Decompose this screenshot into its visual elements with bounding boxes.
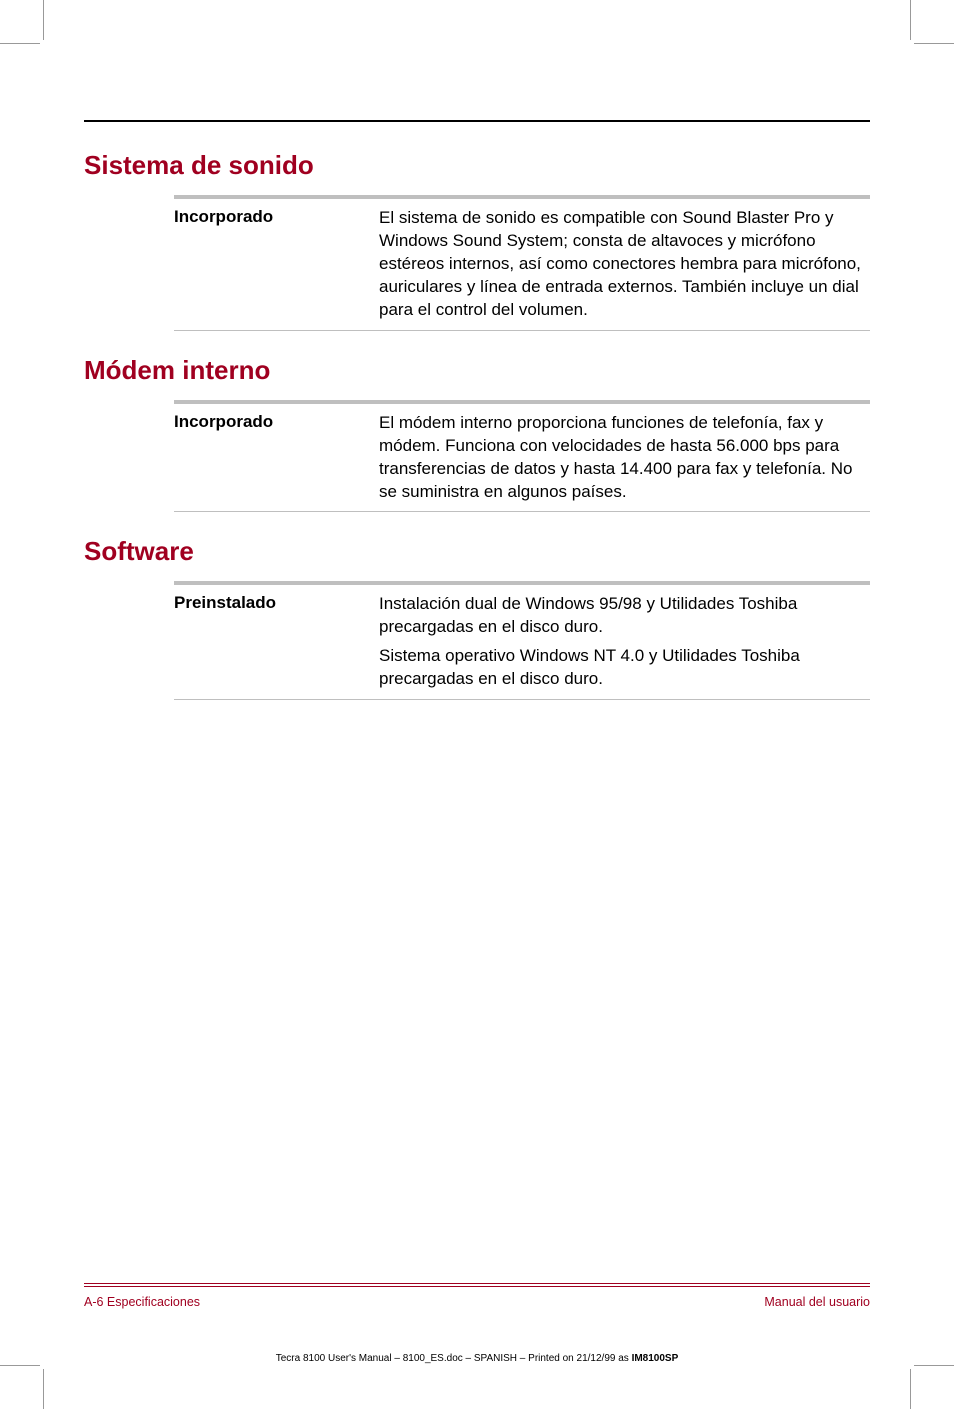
spec-row: Incorporado El módem interno proporciona… [174,404,870,512]
spec-body: El módem interno proporciona funciones d… [379,412,870,504]
spec-row: Preinstalado Instalación dual de Windows… [174,585,870,699]
footer-right: Manual del usuario [764,1295,870,1309]
spec-paragraph: Sistema operativo Windows NT 4.0 y Utili… [379,645,870,691]
crop-mark [914,1365,954,1366]
print-line-code: IM8100SP [632,1353,679,1364]
table-rule [174,511,870,512]
spec-table: Incorporado El módem interno proporciona… [174,400,870,513]
spec-body: El sistema de sonido es compatible con S… [379,207,870,322]
crop-mark [43,1369,44,1409]
spec-label: Preinstalado [174,593,379,691]
table-rule [174,699,870,700]
footer: A-6 Especificaciones Manual del usuario [84,1295,870,1309]
section-heading-software: Software [84,536,870,567]
spec-row: Incorporado El sistema de sonido es comp… [174,199,870,330]
table-rule [174,330,870,331]
crop-mark [0,43,40,44]
footer-rule [84,1283,870,1284]
crop-mark [0,1365,40,1366]
crop-mark [910,1369,911,1409]
page-content: Sistema de sonido Incorporado El sistema… [84,120,870,1349]
crop-mark [43,0,44,40]
footer-rule [84,1286,870,1287]
spec-table: Preinstalado Instalación dual de Windows… [174,581,870,700]
spec-paragraph: El módem interno proporciona funciones d… [379,412,870,504]
spec-label: Incorporado [174,412,379,504]
spec-label: Incorporado [174,207,379,322]
print-line-text: Tecra 8100 User's Manual – 8100_ES.doc –… [276,1353,632,1364]
crop-mark [914,43,954,44]
spec-body: Instalación dual de Windows 95/98 y Util… [379,593,870,691]
section-heading-modem-interno: Módem interno [84,355,870,386]
crop-mark [910,0,911,40]
section-heading-sistema-de-sonido: Sistema de sonido [84,150,870,181]
spec-table: Incorporado El sistema de sonido es comp… [174,195,870,331]
footer-left: A-6 Especificaciones [84,1295,200,1309]
spec-paragraph: El sistema de sonido es compatible con S… [379,207,870,322]
spec-paragraph: Instalación dual de Windows 95/98 y Util… [379,593,870,639]
top-rule [84,120,870,122]
print-line: Tecra 8100 User's Manual – 8100_ES.doc –… [0,1353,954,1364]
